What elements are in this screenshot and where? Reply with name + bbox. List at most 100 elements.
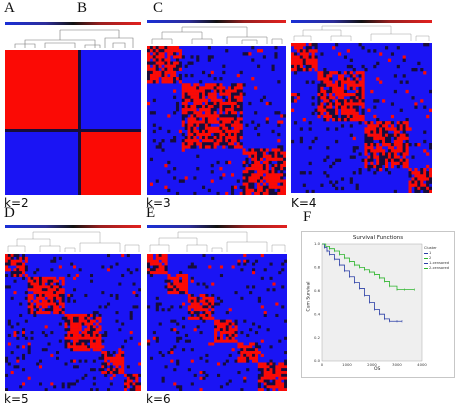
heatmap-cell xyxy=(73,348,77,352)
heatmap-cell xyxy=(225,331,229,335)
heatmap-cell xyxy=(228,319,232,323)
heatmap-cell xyxy=(246,353,250,357)
heatmap-cell xyxy=(332,108,336,112)
heatmap-cell xyxy=(338,74,342,78)
heatmap-cell xyxy=(190,73,194,78)
heatmap-cell xyxy=(199,132,203,137)
heatmap-cell xyxy=(349,64,353,69)
heatmap-cell xyxy=(7,319,11,323)
heatmap-cell xyxy=(147,254,151,258)
color-bar-k6 xyxy=(147,225,287,228)
heatmap-cell xyxy=(358,71,362,75)
heatmap-cell xyxy=(193,89,197,93)
heatmap-cell xyxy=(338,93,342,97)
heatmap-cell xyxy=(208,296,212,300)
heatmap-cell xyxy=(257,173,261,177)
heatmap-cell xyxy=(170,359,174,363)
heatmap-cell xyxy=(149,262,154,266)
heatmap-cell xyxy=(251,154,255,158)
heatmap-cell xyxy=(19,268,23,272)
heatmap-cell xyxy=(338,158,342,162)
heatmap-cell xyxy=(47,291,51,295)
heatmap-cell xyxy=(414,183,418,187)
heatmap-cell xyxy=(84,331,88,335)
heatmap-cell xyxy=(170,61,174,65)
heatmap-cell xyxy=(355,111,359,116)
heatmap-cell xyxy=(222,86,226,90)
heatmap-cell xyxy=(155,336,159,340)
heatmap-cell xyxy=(64,313,68,317)
heatmap-cell xyxy=(233,132,237,137)
heatmap-cell xyxy=(193,265,197,269)
heatmap-cell xyxy=(16,265,20,269)
heatmap-cell xyxy=(61,385,65,389)
heatmap-cell xyxy=(164,61,168,65)
heatmap-cell xyxy=(161,148,165,152)
heatmap-cell xyxy=(408,171,412,175)
heatmap-cell xyxy=(179,273,183,278)
heatmap-cell xyxy=(236,129,240,134)
heatmap-cell xyxy=(75,365,79,369)
heatmap-cell xyxy=(50,353,54,357)
heatmap-cell xyxy=(314,55,318,59)
heatmap-cell xyxy=(196,142,200,146)
heatmap-cell xyxy=(178,179,182,183)
heatmap-cell xyxy=(266,385,270,389)
heatmap-cell xyxy=(187,145,191,149)
legend-swatch xyxy=(424,262,428,264)
heatmap-cell xyxy=(196,308,200,312)
heatmap-cell xyxy=(98,313,102,317)
heatmap-cell xyxy=(326,105,330,109)
heatmap-cell xyxy=(284,359,287,363)
heatmap-cell xyxy=(364,158,368,162)
heatmap-cell xyxy=(296,46,301,50)
heatmap-cell xyxy=(240,351,244,355)
heatmap-cell xyxy=(204,123,209,127)
heatmap-cell xyxy=(173,167,177,171)
heatmap-cell xyxy=(170,49,174,53)
heatmap-cell xyxy=(16,271,20,275)
heatmap-cell xyxy=(70,345,74,349)
heatmap-cell xyxy=(132,305,136,309)
heatmap-cell xyxy=(259,167,264,171)
heatmap-cell xyxy=(92,342,96,346)
heatmap-cell xyxy=(217,339,221,343)
heatmap-cell xyxy=(196,89,200,93)
heatmap-cell xyxy=(190,348,194,352)
heatmap-cell xyxy=(222,89,226,93)
heatmap-cell xyxy=(81,313,85,317)
heatmap-cell xyxy=(219,136,223,140)
heatmap-cell xyxy=(426,152,430,156)
heatmap-cell xyxy=(225,191,229,195)
heatmap-cell xyxy=(271,64,275,68)
heatmap-cell xyxy=(370,133,374,137)
heatmap-cell xyxy=(190,311,194,315)
heatmap-cell xyxy=(27,311,31,315)
heatmap-cell xyxy=(149,77,153,81)
heatmap-cell xyxy=(243,353,247,357)
heatmap-cell xyxy=(243,351,247,355)
heatmap-cell xyxy=(56,356,60,360)
heatmap-cell xyxy=(335,89,339,94)
heatmap-cell xyxy=(193,373,197,377)
heatmap-cell xyxy=(16,254,20,258)
heatmap-cell xyxy=(22,256,26,260)
heatmap-cell xyxy=(284,379,287,383)
heatmap-cell xyxy=(217,362,221,366)
heatmap-cell xyxy=(173,285,177,289)
heatmap-cell xyxy=(364,136,368,141)
heatmap-cell xyxy=(257,49,261,53)
heatmap-cell xyxy=(236,179,240,183)
heatmap-cell xyxy=(243,254,247,258)
heatmap-cell xyxy=(199,316,203,320)
heatmap-cell xyxy=(170,351,174,355)
heatmap-cell xyxy=(262,167,266,171)
heatmap-cell xyxy=(84,359,88,363)
heatmap-cell xyxy=(349,133,353,137)
heatmap-cell xyxy=(190,61,194,65)
heatmap-cell xyxy=(231,348,235,352)
heatmap-cell xyxy=(179,279,183,283)
heatmap-cell xyxy=(305,46,309,50)
heatmap-cell xyxy=(259,154,264,158)
heatmap-cell xyxy=(240,331,244,335)
